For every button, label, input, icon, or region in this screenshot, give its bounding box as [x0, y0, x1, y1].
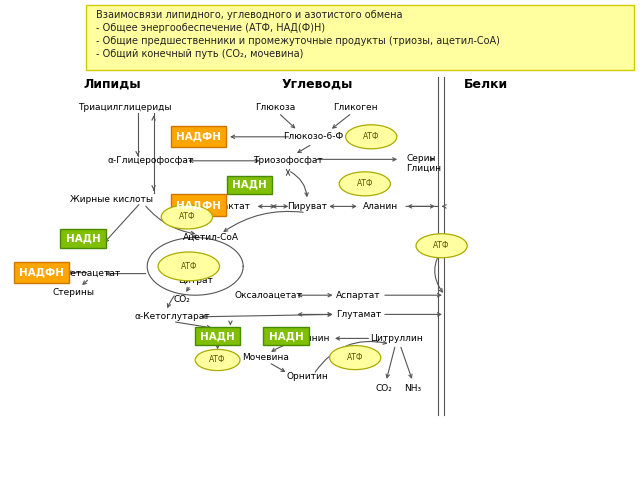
Text: АТФ: АТФ	[433, 241, 450, 250]
FancyBboxPatch shape	[14, 262, 69, 283]
Text: Глицин: Глицин	[406, 164, 442, 172]
Text: Углеводы: Углеводы	[281, 77, 353, 91]
Text: Глутамат: Глутамат	[336, 310, 381, 319]
Text: Оксалоацетат: Оксалоацетат	[235, 291, 303, 300]
Text: СО₂: СО₂	[174, 296, 191, 304]
Text: НАДН: НАДН	[200, 331, 235, 341]
Text: АТФ: АТФ	[209, 356, 226, 364]
Text: НАДН: НАДН	[269, 331, 303, 341]
Text: АТФ: АТФ	[179, 213, 195, 221]
Text: НАДФН: НАДФН	[19, 268, 64, 277]
FancyBboxPatch shape	[86, 5, 634, 70]
FancyBboxPatch shape	[195, 327, 241, 345]
Text: Глюкоза: Глюкоза	[255, 104, 295, 112]
Text: Триозофосфат: Триозофосфат	[253, 156, 323, 165]
FancyBboxPatch shape	[264, 327, 309, 345]
FancyBboxPatch shape	[61, 229, 106, 248]
Text: Ацетил-СоА: Ацетил-СоА	[183, 233, 239, 242]
Text: Аспартат: Аспартат	[336, 291, 381, 300]
Text: Орнитин: Орнитин	[286, 372, 328, 381]
Ellipse shape	[195, 349, 240, 371]
Text: АТФ: АТФ	[356, 180, 373, 188]
Text: Лактат: Лактат	[216, 202, 251, 211]
Text: Аланин: Аланин	[363, 202, 399, 211]
Text: НАДН: НАДН	[66, 234, 100, 243]
Text: Белки: Белки	[465, 77, 508, 91]
Text: α-Кетоглутарат: α-Кетоглутарат	[135, 312, 211, 321]
FancyBboxPatch shape	[171, 126, 226, 147]
Ellipse shape	[161, 205, 212, 229]
Text: НАДФН: НАДФН	[176, 132, 221, 142]
Text: Триацилглицериды: Триацилглицериды	[78, 104, 172, 112]
Text: Ацетоацетат: Ацетоацетат	[58, 269, 121, 278]
Text: Взаимосвязи липидного, углеводного и азотистого обмена
- Общее энергообеспечение: Взаимосвязи липидного, углеводного и азо…	[96, 10, 500, 59]
Text: Цитрат: Цитрат	[178, 276, 212, 285]
Text: Серин: Серин	[406, 154, 436, 163]
Text: Цитруллин: Цитруллин	[371, 334, 423, 343]
Text: Стерины: Стерины	[52, 288, 95, 297]
Text: АТФ: АТФ	[180, 262, 197, 271]
Text: NH₃: NH₃	[404, 384, 421, 393]
Ellipse shape	[346, 125, 397, 149]
Text: НАДН: НАДН	[232, 180, 267, 190]
Ellipse shape	[158, 252, 220, 281]
Text: НАДФН: НАДФН	[176, 200, 221, 210]
Text: Жирные кислоты: Жирные кислоты	[70, 195, 154, 204]
Text: Мочевина: Мочевина	[242, 353, 289, 362]
Ellipse shape	[330, 346, 381, 370]
Text: Аргинин: Аргинин	[290, 334, 331, 343]
FancyBboxPatch shape	[171, 194, 226, 216]
Text: СО₂: СО₂	[376, 384, 392, 393]
Ellipse shape	[339, 172, 390, 196]
Text: Глюкозо-6-Ф: Глюкозо-6-Ф	[284, 132, 344, 141]
Text: Гликоген: Гликоген	[333, 104, 378, 112]
Ellipse shape	[416, 234, 467, 258]
Text: Пируват: Пируват	[287, 202, 327, 211]
Text: АТФ: АТФ	[347, 353, 364, 362]
FancyBboxPatch shape	[227, 176, 273, 194]
Text: Липиды: Липиды	[83, 77, 141, 91]
Text: АТФ: АТФ	[363, 132, 380, 141]
Text: α-Глицерофосфат: α-Глицерофосфат	[108, 156, 193, 165]
